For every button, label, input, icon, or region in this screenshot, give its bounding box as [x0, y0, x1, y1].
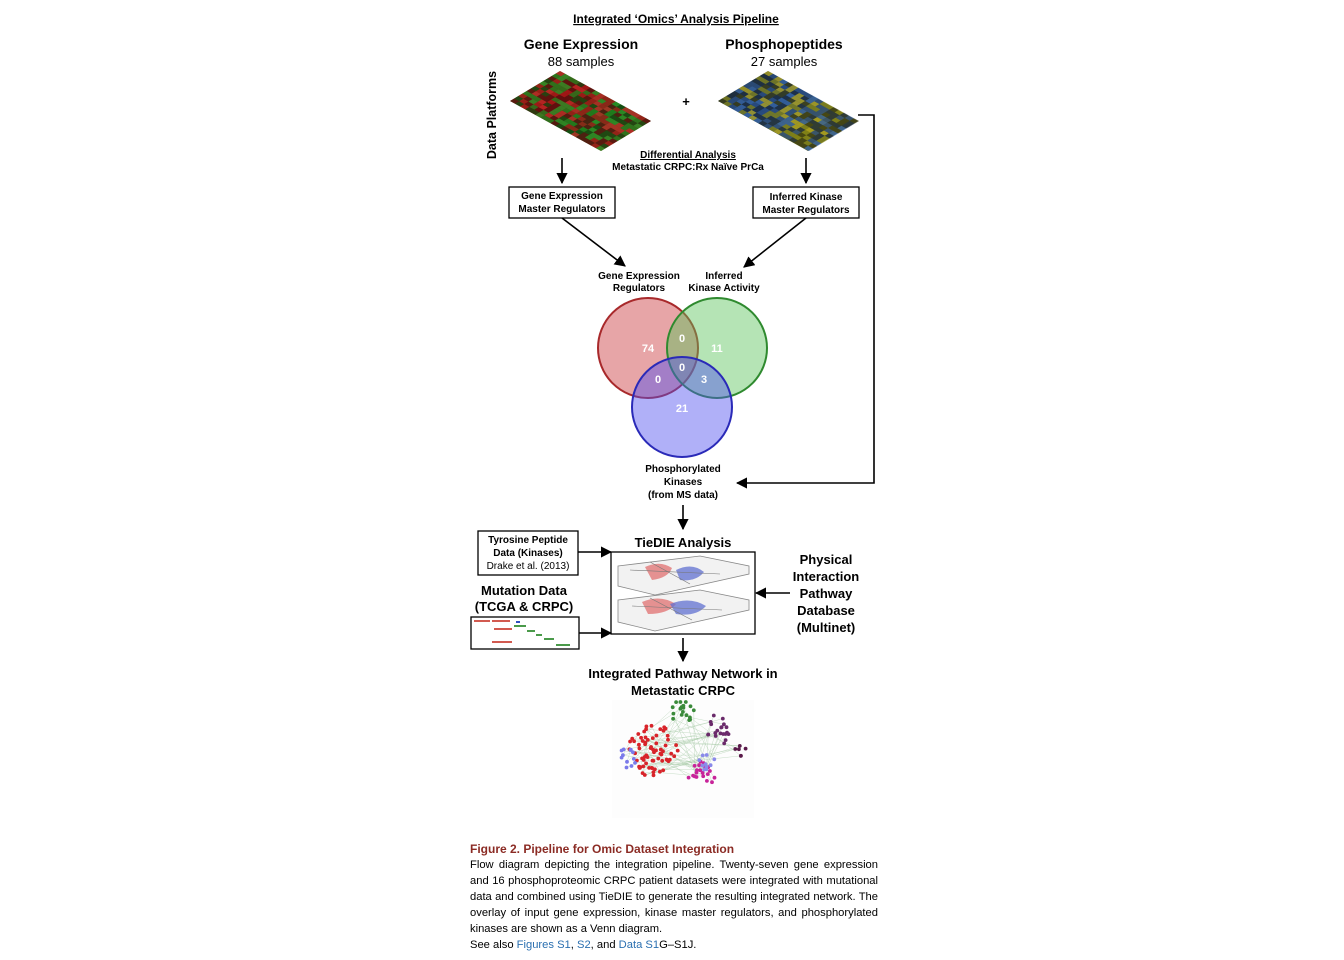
venn-count-ge-phospho: 0	[655, 374, 661, 386]
physical-line2: Interaction	[793, 569, 860, 584]
mutation-data-title: Mutation Data	[481, 583, 568, 598]
svg-text:Drake et al. (2013): Drake et al. (2013)	[487, 561, 570, 572]
tyrosine-peptide-box: Tyrosine Peptide Data (Kinases) Drake et…	[477, 530, 579, 576]
physical-line5: (Multinet)	[797, 620, 855, 635]
differential-analysis-title: Differential Analysis	[640, 150, 736, 161]
svg-text:Tyrosine Peptide: Tyrosine Peptide	[488, 535, 568, 546]
svg-text:Inferred Kinase: Inferred Kinase	[770, 192, 843, 203]
svg-text:Master Regulators: Master Regulators	[762, 205, 850, 216]
phosphopeptides-samples: 27 samples	[751, 54, 818, 69]
data-platforms-label: Data Platforms	[485, 71, 499, 159]
see-also-sep1: ,	[570, 939, 577, 951]
caption-body: Flow diagram depicting the integration p…	[470, 859, 878, 935]
svg-text:Gene Expression: Gene Expression	[521, 191, 603, 202]
tiedie-panel	[610, 551, 756, 635]
integrated-network-graph	[612, 700, 754, 818]
pipeline-diagram: Integrated ‘Omics’ Analysis Pipeline Dat…	[470, 12, 875, 818]
differential-analysis-subtitle: Metastatic CRPC:Rx Naïve PrCa	[612, 162, 764, 173]
link-s2[interactable]: S2	[576, 939, 591, 951]
see-also-sep2: , and	[590, 939, 619, 951]
caption-title: Figure 2. Pipeline for Omic Dataset Inte…	[470, 842, 735, 856]
figure-caption: Figure 2. Pipeline for Omic Dataset Inte…	[470, 841, 878, 953]
pipeline-title: Integrated ‘Omics’ Analysis Pipeline	[573, 12, 779, 26]
venn-label-kinase-line2: Kinase Activity	[688, 283, 760, 294]
venn-label-ge-line2: Regulators	[613, 283, 666, 294]
venn-diagram: 74 11 21 0 0 3 0	[597, 297, 768, 458]
mutation-data-panel	[470, 616, 580, 650]
venn-count-phospho-only: 21	[676, 403, 688, 415]
phosphopeptides-title: Phosphopeptides	[725, 36, 843, 52]
venn-count-ge-kinase: 0	[679, 333, 685, 345]
phosphopeptides-heatmap	[718, 71, 860, 152]
venn-label-ge-line1: Gene Expression	[598, 271, 680, 282]
venn-count-all: 0	[679, 362, 685, 374]
see-also-prefix: See also	[470, 939, 517, 951]
svg-text:Data (Kinases): Data (Kinases)	[493, 548, 562, 559]
physical-line1: Physical	[800, 552, 853, 567]
network-title-line1: Integrated Pathway Network in	[588, 666, 777, 681]
gene-expression-samples: 88 samples	[548, 54, 615, 69]
tiedie-title: TieDIE Analysis	[635, 535, 732, 550]
kinase-master-regulators-box: Inferred Kinase Master Regulators	[752, 186, 860, 219]
network-title-line2: Metastatic CRPC	[631, 683, 736, 698]
see-also-suffix: G–S1J.	[659, 939, 697, 951]
venn-count-ge-only: 74	[642, 343, 655, 355]
arrow-ge-to-venn	[561, 217, 626, 267]
caption-see-also: See also Figures S1, S2, and Data S1G–S1…	[470, 937, 878, 953]
link-figures-s1[interactable]: Figures S1	[516, 939, 571, 951]
gene-expression-title: Gene Expression	[524, 36, 638, 52]
gene-expression-heatmap	[510, 71, 652, 152]
physical-line4: Database	[797, 603, 855, 618]
arrow-phospho-to-kinases	[735, 114, 875, 489]
link-data-s1[interactable]: Data S1	[618, 939, 660, 951]
venn-count-kinase-phospho: 3	[701, 374, 707, 386]
plus-sign: +	[682, 94, 690, 109]
venn-circle-kinase	[666, 297, 768, 399]
venn-label-phospho-line2: Kinases	[664, 477, 703, 488]
svg-text:Master Regulators: Master Regulators	[518, 204, 606, 215]
physical-line3: Pathway	[800, 586, 854, 601]
venn-circle-phospho	[631, 356, 733, 458]
venn-count-kinase-only: 11	[711, 343, 723, 355]
arrow-kinase-to-venn	[743, 217, 807, 268]
venn-label-kinase-line1: Inferred	[705, 271, 742, 282]
venn-label-phospho-line3: (from MS data)	[648, 490, 718, 501]
mutation-data-subtitle: (TCGA & CRPC)	[475, 599, 573, 614]
venn-label-phospho-line1: Phosphorylated	[645, 464, 721, 475]
ge-master-regulators-box: Gene Expression Master Regulators	[508, 186, 616, 219]
